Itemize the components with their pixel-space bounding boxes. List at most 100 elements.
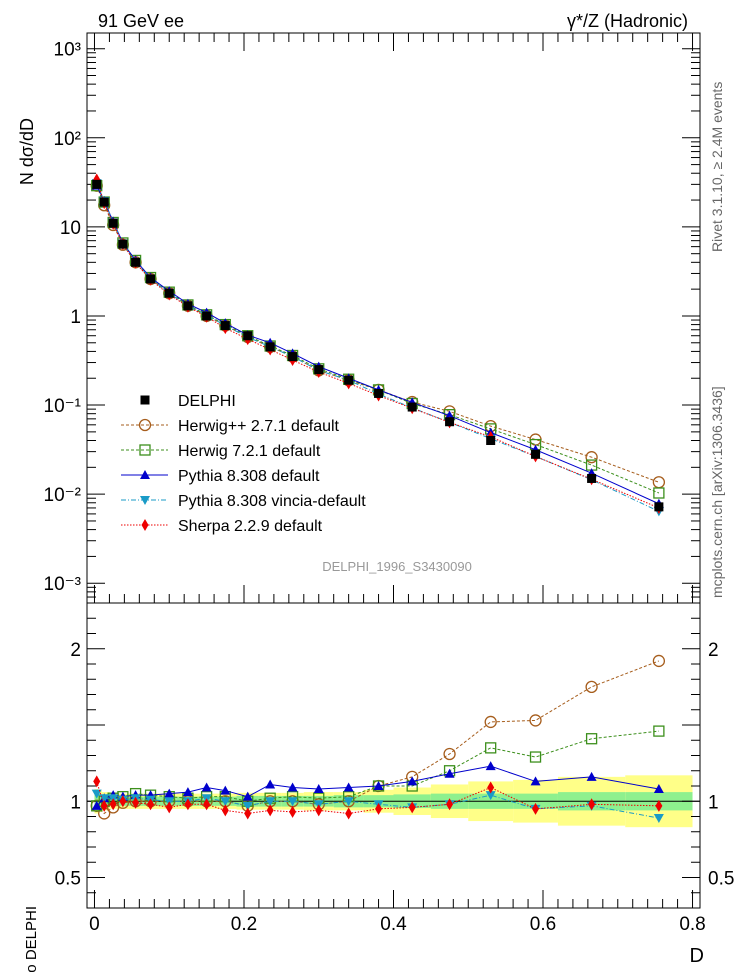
legend-entry-herwigpp: Herwig++ 2.7.1 default bbox=[121, 418, 340, 435]
main-series-sherpa bbox=[93, 173, 663, 514]
x-tick-label: 0.8 bbox=[679, 914, 705, 935]
main-line-sherpa bbox=[96, 179, 660, 509]
ratio-line-herwig7 bbox=[96, 730, 659, 807]
main-y-tick-label: 10³ bbox=[54, 40, 81, 61]
legend-marker-sherpa bbox=[141, 519, 149, 531]
main-series-herwigpp bbox=[90, 179, 666, 489]
main-point-data bbox=[164, 288, 174, 298]
ratio-point-sherpa bbox=[532, 802, 540, 815]
legend-label-data: DELPHI bbox=[178, 393, 236, 410]
main-line-herwigpp bbox=[96, 185, 660, 483]
ratio-point-sherpa bbox=[203, 798, 211, 811]
main-y-tick-label: 10⁻¹ bbox=[44, 396, 82, 417]
ratio-point-sherpa bbox=[100, 799, 108, 812]
ratio-point-sherpa bbox=[93, 775, 101, 788]
ratio-point-vincia bbox=[91, 789, 102, 799]
ratio-point-herwigpp bbox=[529, 714, 542, 727]
legend-entry-sherpa: Sherpa 2.2.9 default bbox=[121, 518, 323, 535]
ratio-y-axis-label: Ratio to DELPHI bbox=[23, 906, 40, 972]
main-point-data bbox=[531, 449, 541, 459]
ratio-y-tick-label-right: 1 bbox=[708, 792, 719, 813]
ratio-point-sherpa bbox=[655, 799, 663, 812]
ratio-point-sherpa bbox=[345, 807, 353, 820]
legend-entry-vincia: Pythia 8.308 vincia-default bbox=[121, 493, 366, 510]
main-series-vincia bbox=[91, 179, 664, 517]
ratio-line-herwigpp bbox=[96, 660, 660, 815]
ratio-point-vincia bbox=[220, 797, 231, 807]
ratio-point-herwig7 bbox=[529, 751, 542, 763]
ratio-point-herwigpp bbox=[652, 654, 666, 668]
ratio-point-vincia bbox=[653, 814, 664, 824]
ratio-point-sherpa bbox=[119, 795, 127, 808]
legend-entry-herwig7: Herwig 7.2.1 default bbox=[121, 443, 321, 460]
main-point-data bbox=[265, 342, 275, 352]
ratio-y-tick-label: 1 bbox=[70, 792, 81, 813]
ratio-point-sherpa bbox=[147, 798, 155, 811]
header-right: γ*/Z (Hadronic) bbox=[567, 11, 688, 31]
legend-label-herwigpp: Herwig++ 2.7.1 default bbox=[178, 418, 340, 435]
legend-label-pythia: Pythia 8.308 default bbox=[178, 468, 320, 485]
ratio-point-sherpa bbox=[165, 801, 173, 814]
ratio-point-pythia bbox=[343, 782, 354, 792]
ratio-point-herwigpp bbox=[484, 715, 497, 729]
main-point-data bbox=[183, 301, 193, 311]
ratio-point-sherpa bbox=[446, 798, 454, 811]
x-tick-label: 0 bbox=[89, 914, 100, 935]
legend-entry-pythia: Pythia 8.308 default bbox=[121, 468, 320, 485]
ratio-series-sherpa bbox=[93, 775, 663, 820]
main-point-herwig7 bbox=[653, 487, 665, 499]
ratio-point-pythia bbox=[313, 784, 324, 794]
ratio-point-sherpa bbox=[315, 804, 323, 817]
analysis-label: DELPHI_1996_S3430090 bbox=[322, 559, 472, 574]
main-point-data bbox=[146, 274, 156, 284]
ratio-point-vincia bbox=[265, 797, 276, 807]
ratio-plot-frame bbox=[86, 602, 701, 909]
ratio-point-sherpa bbox=[221, 804, 229, 817]
main-y-tick-label: 10² bbox=[54, 129, 81, 150]
ratio-point-herwigpp bbox=[585, 680, 598, 694]
ratio-point-pythia bbox=[586, 771, 597, 781]
legend-marker-herwigpp bbox=[138, 418, 152, 432]
main-point-data bbox=[99, 197, 109, 207]
main-point-data bbox=[445, 417, 455, 427]
legend-label-herwig7: Herwig 7.2.1 default bbox=[178, 443, 321, 460]
ratio-point-sherpa bbox=[244, 807, 252, 820]
ratio-point-pythia bbox=[164, 788, 175, 798]
ratio-point-pythia bbox=[407, 776, 418, 786]
header-left: 91 GeV ee bbox=[98, 11, 184, 31]
rivet-version-label: Rivet 3.1.10, ≥ 2.4M events bbox=[709, 82, 725, 252]
main-line-pythia bbox=[96, 185, 660, 505]
mcplots-label: mcplots.cern.ch [arXiv:1306.3436] bbox=[709, 386, 725, 598]
legend-marker-pythia bbox=[140, 470, 150, 479]
ratio-point-vincia bbox=[343, 797, 354, 807]
legend-marker-herwig7 bbox=[139, 444, 151, 456]
main-point-data bbox=[220, 321, 230, 331]
main-point-data bbox=[202, 311, 212, 321]
main-series-data bbox=[92, 179, 664, 512]
main-point-data bbox=[407, 402, 417, 412]
ratio-point-pythia bbox=[91, 800, 102, 810]
ratio-line-vincia bbox=[96, 793, 659, 819]
ratio-point-vincia bbox=[242, 801, 253, 811]
ratio-point-sherpa bbox=[487, 781, 495, 794]
ratio-point-pythia bbox=[242, 791, 253, 801]
main-point-data bbox=[243, 331, 253, 341]
ratio-line-sherpa bbox=[96, 781, 659, 814]
legend: DELPHI Herwig++ 2.7.1 default Herwig 7.2.1… bbox=[121, 393, 366, 535]
main-point-herwigpp bbox=[585, 451, 598, 464]
legend-label-vincia: Pythia 8.308 vincia-default bbox=[178, 493, 366, 510]
x-tick-label: 0.6 bbox=[530, 914, 556, 935]
ratio-point-sherpa bbox=[588, 798, 596, 811]
ratio-point-herwigpp bbox=[443, 747, 456, 761]
legend-marker-data bbox=[140, 395, 150, 405]
ratio-point-sherpa bbox=[289, 805, 297, 818]
ratio-point-pythia bbox=[182, 787, 193, 797]
ratio-point-pythia bbox=[287, 782, 298, 792]
main-point-herwigpp bbox=[652, 476, 666, 489]
main-point-data bbox=[587, 473, 597, 483]
ratio-y-tick-label-right: 2 bbox=[708, 640, 719, 661]
x-axis-label: D bbox=[690, 945, 704, 967]
axis-ticks: 10³ 10² 10 1 10⁻¹ 10⁻² 10⁻³ 0 0.2 0.4 0.6 0.8 0.5 0.5… bbox=[44, 33, 734, 935]
ratio-line-pythia bbox=[96, 765, 659, 807]
ratio-point-pythia bbox=[373, 781, 384, 790]
